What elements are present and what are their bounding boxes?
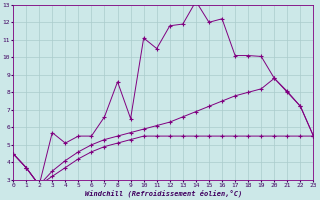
X-axis label: Windchill (Refroidissement éolien,°C): Windchill (Refroidissement éolien,°C)	[84, 190, 242, 197]
